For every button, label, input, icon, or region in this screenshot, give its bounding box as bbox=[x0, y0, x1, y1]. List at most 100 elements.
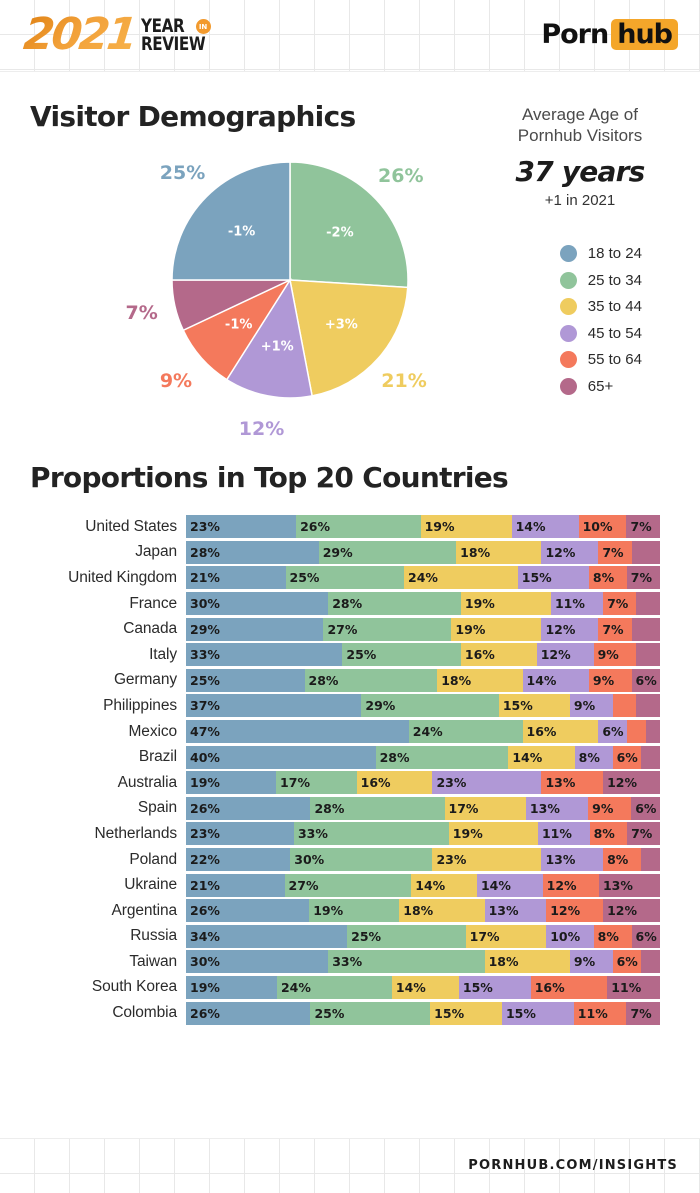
bar-segment: 15% bbox=[498, 694, 570, 718]
bar-segment: 13% bbox=[541, 771, 604, 795]
bar-segment: 26% bbox=[186, 899, 310, 923]
bar-row: Brazil 40% 28% 14% 8% 6% bbox=[0, 744, 700, 770]
bar-segment: 18% bbox=[399, 899, 485, 923]
bar-row: Germany 25% 28% 18% 14% 9% 6% bbox=[0, 668, 700, 694]
pie-slice-45-to-54 bbox=[225, 277, 313, 399]
bar-country-label: Taiwan bbox=[129, 952, 177, 970]
bar-segment: 25% bbox=[342, 643, 461, 667]
bar-track: 28% 29% 18% 12% 7% bbox=[186, 540, 660, 564]
bar-track: 26% 28% 17% 13% 9% 6% bbox=[186, 796, 660, 820]
legend-item[interactable]: 35 to 44 bbox=[559, 298, 642, 315]
bar-segment: 40% bbox=[186, 745, 376, 769]
bar-track: 23% 33% 19% 11% 8% 7% bbox=[186, 822, 660, 846]
bar-segment bbox=[636, 643, 660, 667]
bar-segment: 28% bbox=[304, 668, 438, 692]
bar-row: Colombia 26% 25% 15% 15% 11% 7% bbox=[0, 1000, 700, 1026]
bar-row: Australia 19% 17% 16% 23% 13% 12% bbox=[0, 770, 700, 796]
bar-segment: 8% bbox=[574, 745, 613, 769]
bar-segment: 11% bbox=[550, 592, 604, 616]
bar-track: 30% 33% 18% 9% 6% bbox=[186, 950, 660, 974]
bar-segment: 19% bbox=[186, 975, 277, 999]
bar-segment: 25% bbox=[186, 668, 305, 692]
logo-word-review: REVIEW bbox=[141, 32, 206, 55]
bar-segment: 47% bbox=[186, 720, 409, 744]
bar-segment: 12% bbox=[541, 540, 599, 564]
legend-item-label: 45 to 54 bbox=[587, 324, 642, 342]
bar-segment: 7% bbox=[627, 822, 660, 846]
bar-segment: 7% bbox=[598, 540, 632, 564]
brand-porn: Porn bbox=[541, 19, 609, 50]
bar-segment: 23% bbox=[432, 771, 542, 795]
bar-row: Spain 26% 28% 17% 13% 9% 6% bbox=[0, 796, 700, 822]
bar-country-label: Russia bbox=[130, 927, 177, 945]
bar-segment: 29% bbox=[318, 540, 457, 564]
bar-segment: 29% bbox=[361, 694, 499, 718]
legend-item[interactable]: 55 to 64 bbox=[559, 351, 642, 368]
bar-segment: 7% bbox=[626, 1001, 660, 1025]
bar-segment: 18% bbox=[484, 950, 570, 974]
bar-segment: 25% bbox=[310, 1001, 431, 1025]
bar-row: Italy 33% 25% 16% 12% 9% bbox=[0, 642, 700, 668]
pie-value-label-65+: 7% bbox=[125, 302, 158, 325]
bar-segment: 10% bbox=[546, 924, 594, 948]
bar-segment: 9% bbox=[569, 950, 613, 974]
legend-item[interactable]: 65+ bbox=[559, 377, 642, 395]
bar-row: Canada 29% 27% 19% 12% 7% bbox=[0, 616, 700, 642]
bar-segment: 30% bbox=[186, 950, 329, 974]
bar-segment bbox=[641, 950, 660, 974]
bar-segment: 19% bbox=[309, 899, 400, 923]
legend-item-label: 55 to 64 bbox=[587, 351, 642, 368]
logo-text-stack: YEAR IN REVIEW bbox=[141, 16, 221, 55]
bar-segment bbox=[636, 694, 660, 718]
bar-track: 29% 27% 19% 12% 7% bbox=[186, 617, 660, 641]
bar-country-label: Colombia bbox=[112, 1004, 177, 1022]
bar-row: Poland 22% 30% 23% 13% 8% bbox=[0, 847, 700, 873]
bar-row: Ukraine 21% 27% 14% 14% 12% 13% bbox=[0, 872, 700, 898]
bar-segment: 12% bbox=[542, 873, 599, 897]
logo-year: 2021 bbox=[21, 9, 138, 60]
logo-in-badge: IN bbox=[195, 19, 211, 35]
footer-url: PORNHUB.COM/INSIGHTS bbox=[468, 1158, 678, 1173]
bar-segment: 24% bbox=[408, 720, 523, 744]
legend-color-dot-icon bbox=[559, 271, 577, 289]
bar-segment: 12% bbox=[546, 899, 604, 923]
bar-segment: 26% bbox=[186, 1001, 311, 1025]
bar-segment: 12% bbox=[536, 643, 594, 667]
legend-item[interactable]: 18 to 24 bbox=[559, 245, 642, 262]
bar-country-label: Argentina bbox=[111, 901, 178, 919]
pie-change-label-25-to-34: -2% bbox=[326, 225, 354, 241]
bar-country-label: Japan bbox=[135, 543, 177, 561]
bar-segment: 16% bbox=[530, 975, 608, 999]
bar-row: United Kingdom 21% 25% 24% 15% 8% 7% bbox=[0, 565, 700, 591]
bar-segment: 11% bbox=[573, 1001, 627, 1025]
legend-item[interactable]: 25 to 34 bbox=[559, 271, 642, 289]
bar-segment: 21% bbox=[186, 566, 286, 590]
pie-value-label-45-to-54: 12% bbox=[238, 418, 285, 441]
pie-change-label-18-to-24: -1% bbox=[227, 224, 256, 240]
pie-value-label-55-to-64: 9% bbox=[159, 369, 193, 392]
bar-segment bbox=[612, 694, 637, 718]
bar-country-label: Mexico bbox=[128, 722, 178, 740]
legend-color-dot-icon bbox=[559, 324, 577, 342]
bar-segment: 15% bbox=[458, 975, 531, 999]
bar-segment: 28% bbox=[328, 592, 461, 616]
bar-segment: 6% bbox=[598, 720, 627, 744]
bar-segment: 11% bbox=[537, 822, 590, 846]
bar-segment: 15% bbox=[517, 566, 589, 590]
year-in-review-logo: 2021 YEAR IN REVIEW bbox=[21, 9, 222, 60]
bar-segment: 24% bbox=[404, 566, 518, 590]
bar-country-label: Germany bbox=[113, 671, 177, 689]
bar-segment: 34% bbox=[186, 924, 348, 948]
pie-slice-18-to-24 bbox=[171, 161, 291, 281]
legend-item[interactable]: 45 to 54 bbox=[559, 324, 642, 342]
legend-item-label: 35 to 44 bbox=[587, 298, 642, 315]
bar-segment: 25% bbox=[285, 566, 405, 590]
bar-segment bbox=[645, 720, 660, 744]
bar-segment bbox=[631, 540, 660, 564]
bar-track: 33% 25% 16% 12% 9% bbox=[186, 643, 660, 667]
bar-segment: 11% bbox=[607, 975, 660, 999]
average-age-caption-line2: Pornhub Visitors bbox=[517, 126, 643, 146]
bar-segment: 33% bbox=[186, 643, 343, 667]
average-age-block: Average Age of Pornhub Visitors 37 years… bbox=[480, 104, 680, 209]
bar-segment: 26% bbox=[186, 796, 311, 820]
